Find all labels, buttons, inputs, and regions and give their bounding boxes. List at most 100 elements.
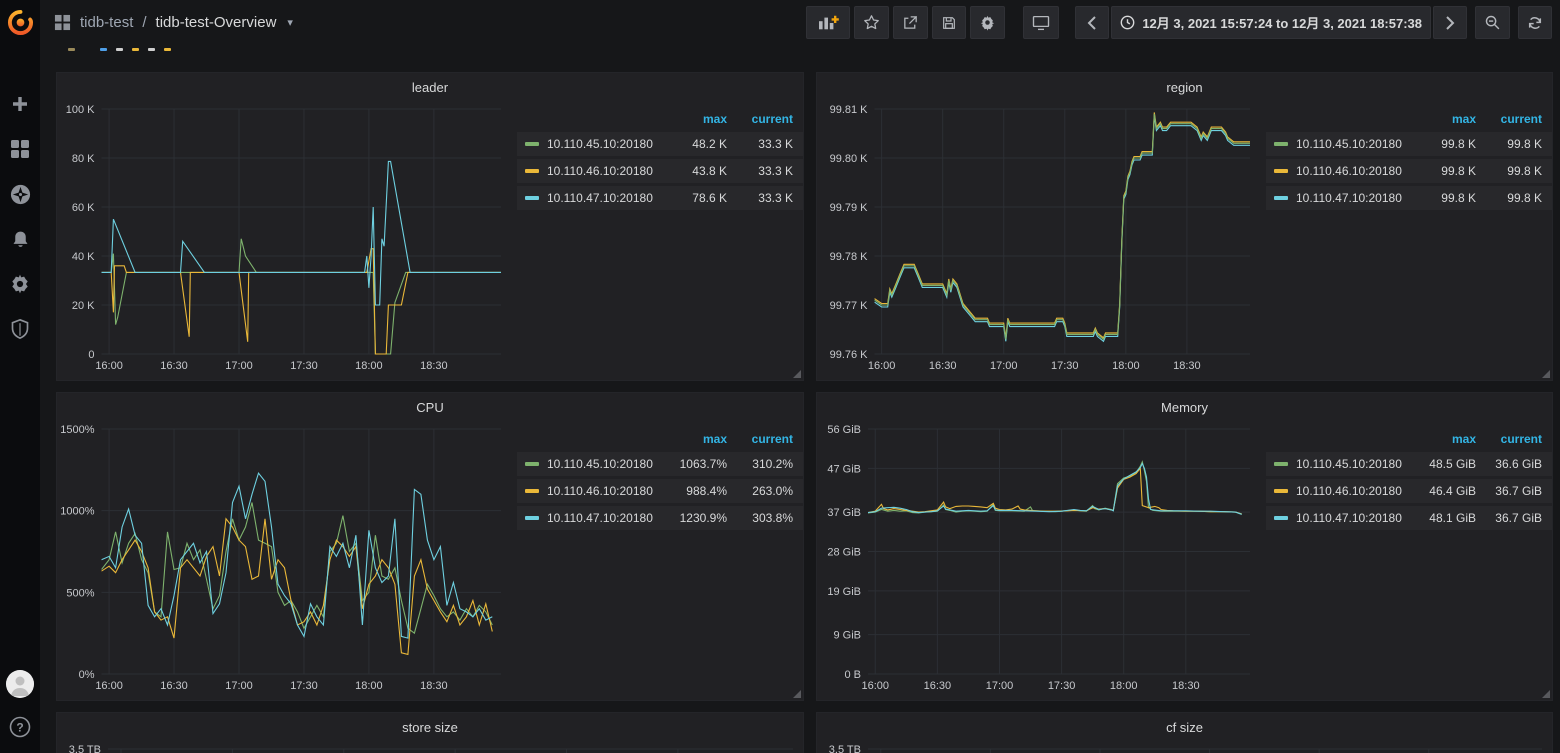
legend-current-value: 99.8 K <box>1507 191 1542 205</box>
region-chart[interactable]: 16:00 16:30 17:00 17:30 18:00 18:30 99.76 K 99.… <box>817 101 1260 376</box>
svg-text:17:30: 17:30 <box>1051 360 1079 372</box>
legend-series-swatch[interactable] <box>1274 516 1288 520</box>
legend-series-swatch[interactable] <box>1274 142 1288 146</box>
create-plus-icon[interactable] <box>8 92 32 116</box>
legend-series-swatch[interactable] <box>525 489 539 493</box>
panel-title[interactable]: Memory <box>1161 399 1208 415</box>
star-button[interactable] <box>854 6 890 39</box>
legend-sort-current[interactable]: current <box>1500 432 1542 446</box>
memory-legend: max current 10.110.45.10:20180 48.5 GiB 36.6… <box>1260 421 1552 700</box>
legend-series-swatch[interactable] <box>1274 169 1288 173</box>
panel-title[interactable]: store size <box>402 719 458 735</box>
legend-row: 10.110.46.10:20180 46.4 GiB 36.7 GiB <box>1266 479 1552 503</box>
legend-series-name[interactable]: 10.110.45.10:20180 <box>547 137 653 151</box>
legend-sort-max[interactable]: max <box>702 112 727 126</box>
breadcrumb-dashboard-title[interactable]: tidb-test-Overview <box>155 14 277 31</box>
grafana-logo[interactable] <box>6 7 34 37</box>
legend-sort-max[interactable]: max <box>1451 112 1476 126</box>
time-backward-button[interactable] <box>1075 6 1110 39</box>
svg-text:28 GiB: 28 GiB <box>827 547 861 559</box>
panel-title[interactable]: leader <box>411 79 449 95</box>
legend-max-value: 48.2 K <box>692 137 727 151</box>
legend-series-swatch[interactable] <box>525 142 539 146</box>
sidebar: ? <box>0 0 40 753</box>
legend-series-name[interactable]: 10.110.46.10:20180 <box>547 484 653 498</box>
svg-text:99.80 K: 99.80 K <box>830 153 869 165</box>
legend-series-name[interactable]: 10.110.45.10:20180 <box>1296 137 1402 151</box>
legend-series-name[interactable]: 10.110.47.10:20180 <box>1296 191 1402 205</box>
configuration-gear-icon[interactable] <box>8 272 32 296</box>
explore-compass-icon[interactable] <box>8 182 32 206</box>
panel-title[interactable]: region <box>1166 79 1203 95</box>
legend-series-swatch[interactable] <box>525 516 539 520</box>
legend-series-swatch[interactable] <box>1274 196 1288 200</box>
svg-text:17:00: 17:00 <box>990 360 1018 372</box>
time-forward-button[interactable] <box>1433 6 1467 39</box>
panel-title[interactable]: CPU <box>416 399 444 415</box>
cycle-view-mode-button[interactable] <box>1023 6 1060 39</box>
legend-series-name[interactable]: 10.110.46.10:20180 <box>547 164 653 178</box>
legend-series-name[interactable]: 10.110.46.10:20180 <box>1296 484 1402 498</box>
memory-chart[interactable]: 16:00 16:30 17:00 17:30 18:00 18:30 0 B 9 GiB 19… <box>817 421 1260 696</box>
legend-series-swatch[interactable] <box>525 169 539 173</box>
panel-resize-handle[interactable] <box>1542 690 1550 698</box>
legend-max-value: 988.4% <box>686 484 727 498</box>
legend-series-swatch[interactable] <box>1274 462 1288 466</box>
share-button[interactable] <box>893 6 929 39</box>
legend-series-name[interactable]: 10.110.47.10:20180 <box>1296 511 1402 525</box>
time-range-picker[interactable]: 12月 3, 2021 15:57:24 to 12月 3, 2021 18:5… <box>1111 6 1431 39</box>
dashboards-icon[interactable] <box>8 137 32 161</box>
svg-text:99.77 K: 99.77 K <box>830 300 869 312</box>
legend-row: 10.110.45.10:20180 1063.7% 310.2% <box>517 452 803 476</box>
legend-sort-current[interactable]: current <box>751 112 793 126</box>
alerting-bell-icon[interactable] <box>8 227 32 251</box>
legend-sort-max[interactable]: max <box>702 432 727 446</box>
refresh-button[interactable] <box>1518 6 1552 39</box>
legend-sort-max[interactable]: max <box>1451 432 1476 446</box>
legend-row: 10.110.47.10:20180 48.1 GiB 36.7 GiB <box>1266 506 1552 530</box>
legend-sort-current[interactable]: current <box>751 432 793 446</box>
legend-series-name[interactable]: 10.110.46.10:20180 <box>1296 164 1402 178</box>
legend-series-name[interactable]: 10.110.45.10:20180 <box>1296 457 1402 471</box>
panel-resize-handle[interactable] <box>1542 370 1550 378</box>
legend-current-value: 36.6 GiB <box>1495 457 1542 471</box>
breadcrumb-folder[interactable]: tidb-test <box>80 14 134 31</box>
svg-text:0 B: 0 B <box>844 669 861 681</box>
legend-series-swatch[interactable] <box>1274 489 1288 493</box>
chevron-down-icon[interactable]: ▾ <box>287 17 293 29</box>
svg-text:16:30: 16:30 <box>929 360 957 372</box>
panel-resize-handle[interactable] <box>793 690 801 698</box>
add-panel-button[interactable] <box>806 6 851 39</box>
sidebar-bottom: ? <box>6 670 34 739</box>
clipped-row-fragment <box>68 48 171 51</box>
legend-current-value: 99.8 K <box>1507 137 1542 151</box>
dashboard-settings-button[interactable] <box>970 6 1006 39</box>
leader-chart[interactable]: 16:00 16:30 17:00 17:30 18:00 18:30 0 20 K 40 K 6… <box>57 101 511 376</box>
server-admin-shield-icon[interactable] <box>8 317 32 341</box>
dashboard-canvas: leader 16:00 16:30 17:00 17:30 18:00 18:30 0 20… <box>40 45 1560 753</box>
svg-text:16:00: 16:00 <box>95 360 123 372</box>
svg-text:18:00: 18:00 <box>1110 680 1138 692</box>
panel-leader: leader 16:00 16:30 17:00 17:30 18:00 18:30 0 20… <box>56 72 804 381</box>
legend-row: 10.110.46.10:20180 988.4% 263.0% <box>517 479 803 503</box>
user-avatar[interactable] <box>6 670 34 698</box>
legend-sort-current[interactable]: current <box>1500 112 1542 126</box>
svg-text:17:30: 17:30 <box>1048 680 1076 692</box>
svg-text:20 K: 20 K <box>72 300 95 312</box>
legend-max-value: 99.8 K <box>1441 164 1476 178</box>
panel-title[interactable]: cf size <box>1166 719 1203 735</box>
legend-series-swatch[interactable] <box>525 196 539 200</box>
cpu-chart[interactable]: 16:00 16:30 17:00 17:30 18:00 18:30 0% 500% 1000… <box>57 421 511 696</box>
zoom-out-time-button[interactable] <box>1475 6 1510 39</box>
legend-max-value: 1230.9% <box>679 511 727 525</box>
svg-text:18:30: 18:30 <box>1173 360 1201 372</box>
legend-series-name[interactable]: 10.110.45.10:20180 <box>547 457 653 471</box>
legend-series-swatch[interactable] <box>525 462 539 466</box>
help-icon[interactable]: ? <box>8 715 32 739</box>
save-button[interactable] <box>932 6 967 39</box>
panel-resize-handle[interactable] <box>793 370 801 378</box>
legend-series-name[interactable]: 10.110.47.10:20180 <box>547 511 653 525</box>
legend-series-name[interactable]: 10.110.47.10:20180 <box>547 191 653 205</box>
